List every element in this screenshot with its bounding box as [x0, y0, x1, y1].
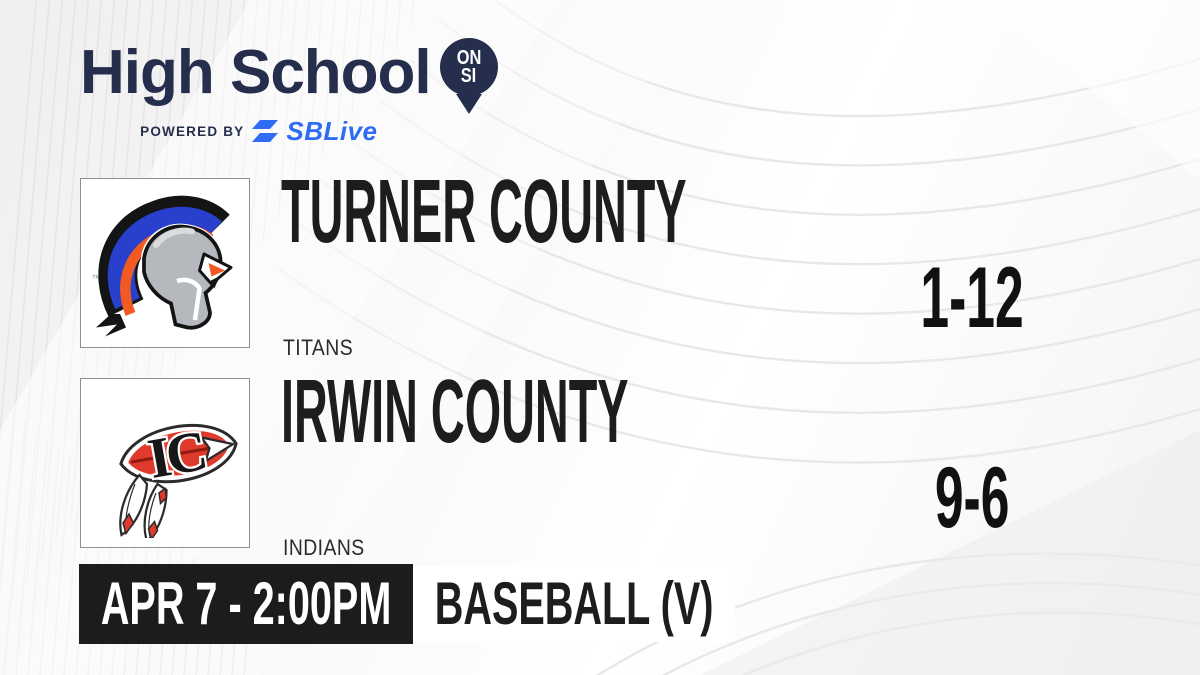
sblive-bolt-icon [252, 120, 279, 142]
team-name-turner-county: TURNER COUNTY [281, 162, 687, 262]
game-datetime-text: APR 7 - 2:00PM [100, 570, 392, 637]
team-logo-box-turner-county: ™ [80, 178, 250, 348]
powered-by-label: POWERED BY [140, 123, 245, 139]
game-event-bar: BASEBALL (V) [413, 566, 735, 642]
high-school-wordmark: High School [80, 38, 432, 107]
game-event-text: BASEBALL (V) [434, 570, 714, 637]
pin-text-si: SI [460, 65, 477, 87]
powered-by-row: POWERED BY SBLive [80, 118, 438, 144]
trademark-symbol: ™ [92, 273, 101, 283]
team-mascot-titans: TITANS [283, 335, 354, 360]
team-mascot-indians: INDIANS [283, 535, 365, 560]
brand-header: High School ON SI POWERED BY SBLive [80, 38, 498, 144]
sblive-wordmark: SBLive [286, 116, 378, 146]
on-si-pin-circle: ON SI [439, 38, 498, 96]
record-value: 1-12 [920, 250, 1024, 346]
pin-tail [455, 94, 482, 114]
team-logo-box-irwin-county: IC [80, 378, 250, 548]
team-record-irwin-county: 9-6 [847, 455, 1097, 541]
pin-text-on: ON [456, 46, 481, 69]
game-datetime-bar: APR 7 - 2:00PM [79, 564, 413, 644]
team-name-irwin-county: IRWIN COUNTY [281, 362, 629, 462]
ic-monogram: IC [143, 419, 208, 491]
on-si-pin-icon: ON SI [439, 38, 498, 114]
team-record-turner-county: 1-12 [847, 255, 1097, 341]
titans-spartan-helmet-icon: ™ [92, 195, 233, 337]
irwin-ic-arrow-feathers-icon: IC [119, 417, 238, 538]
brand-row: High School ON SI [80, 38, 498, 114]
record-value: 9-6 [934, 450, 1010, 546]
